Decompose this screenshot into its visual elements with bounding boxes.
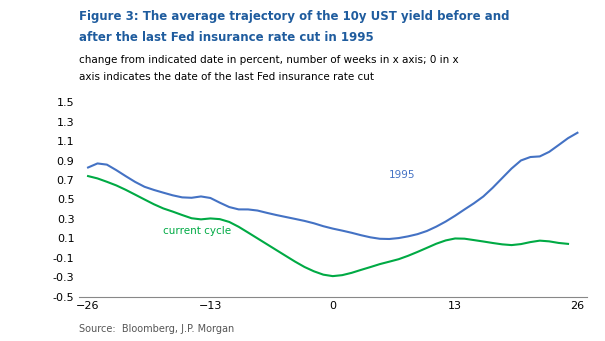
Text: Source:  Bloomberg, J.P. Morgan: Source: Bloomberg, J.P. Morgan <box>79 324 234 334</box>
Text: change from indicated date in percent, number of weeks in x axis; 0 in x: change from indicated date in percent, n… <box>79 55 458 64</box>
Text: after the last Fed insurance rate cut in 1995: after the last Fed insurance rate cut in… <box>79 31 373 44</box>
Text: current cycle: current cycle <box>163 226 232 236</box>
Text: axis indicates the date of the last Fed insurance rate cut: axis indicates the date of the last Fed … <box>79 72 374 81</box>
Text: 1995: 1995 <box>389 170 416 180</box>
Text: Figure 3: The average trajectory of the 10y UST yield before and: Figure 3: The average trajectory of the … <box>79 10 509 23</box>
